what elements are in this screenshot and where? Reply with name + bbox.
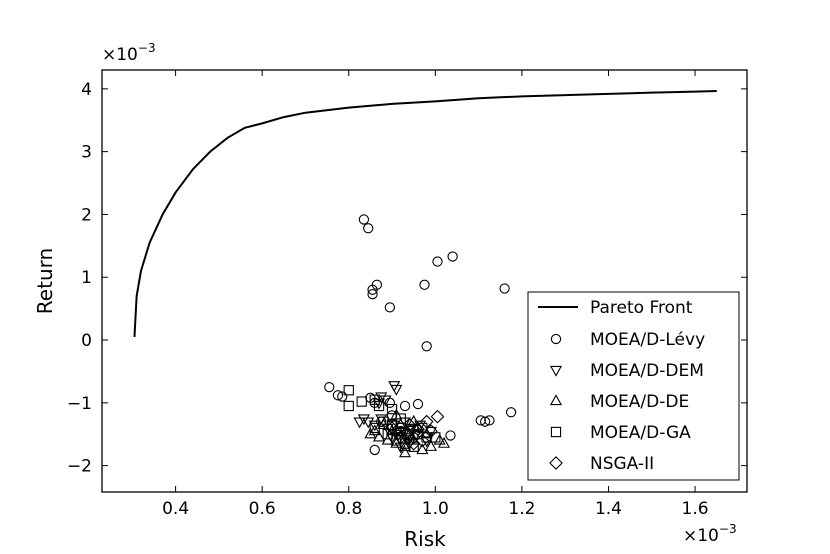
triangle-up-point <box>424 440 438 451</box>
square-point <box>386 403 398 415</box>
circle-point <box>505 407 517 418</box>
triangle-up-point <box>398 440 412 451</box>
y-tick-label: 1 <box>81 268 92 288</box>
plot-area <box>133 90 717 458</box>
y-axis-multiplier: ×10−3 <box>102 41 156 65</box>
circle-point <box>412 398 424 410</box>
y-tick-label: 3 <box>81 143 92 163</box>
diamond-point <box>406 436 421 451</box>
legend-marker-triangle-down <box>549 365 563 377</box>
legend-marker-square <box>550 426 562 438</box>
legend-label-nsga-ii: NSGA-II <box>590 454 654 474</box>
y-tick-label: 4 <box>81 80 92 100</box>
x-tick-label: 0.4 <box>162 499 189 519</box>
x-tick-label: 1.6 <box>682 499 709 519</box>
legend-marker-triangle-up <box>549 394 563 406</box>
circle-point <box>324 381 335 393</box>
triangle-down-point <box>353 417 366 429</box>
diamond-point <box>419 414 434 429</box>
legend-label-moead-levy: MOEA/D-Lévy <box>590 330 705 350</box>
square-point <box>343 400 354 412</box>
triangle-down-point <box>357 414 370 426</box>
x-tick-label: 1.4 <box>595 499 622 519</box>
triangle-up-point <box>364 427 377 439</box>
circle-point <box>432 256 443 267</box>
y-tick-label: −2 <box>67 457 92 477</box>
triangle-up-point <box>377 418 390 429</box>
triangle-up-point <box>398 446 412 458</box>
x-tick-label: 0.6 <box>249 499 276 519</box>
x-tick-label: 1.2 <box>508 499 535 519</box>
legend-markers <box>549 333 563 470</box>
x-tick-label: 1.0 <box>422 499 449 519</box>
diamond-point <box>402 417 417 432</box>
plot-frame <box>101 69 748 493</box>
legend-label-moead-ga: MOEA/D-GA <box>590 423 691 443</box>
diamond-point <box>430 409 445 424</box>
circle-point <box>369 444 380 456</box>
square-point <box>343 385 354 396</box>
diamond-point <box>411 422 425 437</box>
circle-point <box>384 302 396 313</box>
axis-ticks: 0.4 0.6 0.8 1.0 1.2 1.4 1.6 −2 −1 0 1 2 3 4 <box>67 70 747 519</box>
x-tick-label: 0.8 <box>335 499 362 519</box>
circle-point <box>337 391 348 402</box>
triangle-down-point <box>390 384 403 396</box>
triangle-up-point <box>368 424 381 436</box>
circle-point <box>358 214 370 225</box>
circle-point <box>479 416 491 427</box>
triangle-up-point <box>416 443 429 455</box>
legend-label-moead-dem: MOEA/D-DEM <box>590 361 704 381</box>
diamond-point <box>389 424 404 438</box>
circle-point <box>371 279 383 290</box>
triangle-up-point <box>373 430 386 442</box>
circle-point <box>447 251 458 262</box>
y-tick-label: 0 <box>81 331 92 351</box>
circle-point <box>332 390 344 401</box>
triangle-down-point <box>368 420 381 432</box>
y-tick-label: −1 <box>67 394 92 414</box>
x-axis-title: Risk <box>404 527 446 551</box>
series-1 <box>324 214 517 456</box>
square-point <box>373 400 385 412</box>
circle-point <box>484 415 495 426</box>
triangle-down-point <box>388 381 401 392</box>
legend: Pareto Front MOEA/D-Lévy MOEA/D-DEM MOEA… <box>527 291 740 481</box>
diamond-point <box>393 430 408 445</box>
legend-marker-circle <box>550 333 562 345</box>
circle-point <box>499 283 510 294</box>
diamond-point <box>385 421 399 435</box>
circle-point <box>363 223 374 234</box>
diamond-point <box>424 424 438 438</box>
triangle-up-point <box>433 433 446 445</box>
triangle-up-point <box>390 436 403 448</box>
circle-point <box>445 430 456 441</box>
circle-point <box>419 279 430 290</box>
triangle-up-point <box>381 433 394 445</box>
triangle-down-point <box>375 392 388 404</box>
legend-label-moead-de: MOEA/D-DE <box>590 392 689 412</box>
pareto-front-line <box>133 90 717 337</box>
y-tick-label: 2 <box>81 205 92 225</box>
legend-box <box>527 291 740 481</box>
circle-point <box>367 289 378 300</box>
x-axis-multiplier: ×10−3 <box>683 522 737 546</box>
square-point <box>395 413 406 424</box>
y-axis-title: Return <box>33 248 57 314</box>
series-5 <box>385 409 445 451</box>
square-point <box>356 396 367 407</box>
legend-marker-diamond <box>549 456 563 470</box>
circle-point <box>399 400 411 412</box>
square-point <box>408 441 419 452</box>
legend-label-pareto-front: Pareto Front <box>590 298 693 318</box>
triangle-up-point <box>437 436 451 448</box>
square-point <box>369 422 380 434</box>
circle-point <box>421 341 432 352</box>
